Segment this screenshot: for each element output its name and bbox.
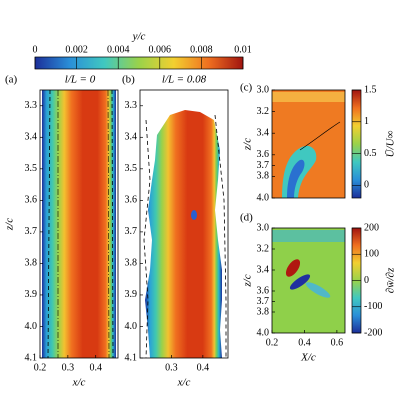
colorbar-label: y/c xyxy=(132,31,146,43)
y-tick-label: 3.5 xyxy=(125,163,138,174)
y-tick-label: 4.0 xyxy=(25,321,38,332)
y-tick-label: 3.7 xyxy=(257,160,270,171)
colorbar-tick-label: 0 xyxy=(364,275,369,286)
y-tick-label: 3.0 xyxy=(257,222,270,233)
colorbar-tick-label: 0 xyxy=(33,44,38,55)
colorbar xyxy=(351,89,362,199)
y-tick-label: 4.0 xyxy=(257,327,270,338)
colorbar-tick-label: 0.002 xyxy=(65,44,88,55)
y-tick-label: 3.2 xyxy=(257,243,270,254)
y-tick-label: 3.4 xyxy=(257,127,270,138)
colorbar-tick-label: -200 xyxy=(364,327,382,338)
y-axis-label: z/c xyxy=(242,138,254,151)
panel-title: l/L = 0 xyxy=(65,74,96,86)
colorbar-tick-label: 0.01 xyxy=(234,44,252,55)
y-tick-label: 3.4 xyxy=(257,264,270,275)
panel-label: (c) xyxy=(240,82,253,94)
x-tick-label: 0.4 xyxy=(89,362,102,373)
plot-frame xyxy=(271,227,346,334)
colorbar-tick-label: 0.008 xyxy=(190,44,213,55)
x-tick-label: 0.4 xyxy=(197,362,210,373)
y-tick-label: 4.1 xyxy=(125,352,138,363)
plot-frame xyxy=(271,89,346,199)
colorbar-tick-label: -100 xyxy=(364,301,382,312)
colorbar-label: Ū/U∞ xyxy=(385,130,397,157)
x-tick-label: 0.6 xyxy=(331,337,344,348)
x-tick-label: 0.4 xyxy=(298,337,311,348)
x-axis-label: x/c xyxy=(177,377,191,389)
y-tick-label: 3.9 xyxy=(25,289,38,300)
x-tick-label: 0.3 xyxy=(62,362,75,373)
colorbar-tick-label: 1.5 xyxy=(364,84,377,95)
panel-label: (a) xyxy=(5,74,18,86)
colorbar-tick-label: 200 xyxy=(364,222,379,233)
colorbar-tick-label: 0 xyxy=(364,180,369,191)
x-tick-label: 0.2 xyxy=(34,362,47,373)
x-tick-label: 0.3 xyxy=(165,362,178,373)
y-tick-label: 3.5 xyxy=(25,163,38,174)
panel-label: (d) xyxy=(240,212,253,224)
y-tick-label: 3.6 xyxy=(25,195,38,206)
y-tick-label: 3.8 xyxy=(257,306,270,317)
plot-frame xyxy=(139,89,229,359)
x-tick-label: 0.2 xyxy=(266,337,279,348)
heatmap-b xyxy=(143,110,227,359)
y-tick-label: 3.8 xyxy=(125,258,138,269)
y-axis-label: z/c xyxy=(242,274,254,287)
plot-frame xyxy=(39,89,119,359)
panel-label: (b) xyxy=(122,74,135,86)
y-tick-label: 3.0 xyxy=(257,84,270,95)
y-tick-label: 3.2 xyxy=(257,106,270,117)
colorbar-tick-label: 0.006 xyxy=(149,44,172,55)
y-tick-label: 3.6 xyxy=(257,149,270,160)
y-tick-label: 3.3 xyxy=(25,100,38,111)
heatmap-a xyxy=(42,89,116,359)
y-tick-label: 3.9 xyxy=(125,289,138,300)
y-tick-label: 3.4 xyxy=(25,132,38,143)
x-axis-label: x/c xyxy=(72,377,86,389)
y-axis-label: z/c xyxy=(4,218,16,231)
colorbar-label: ∂w̄/∂z xyxy=(385,267,397,293)
y-tick-label: 4.0 xyxy=(257,192,270,203)
panel-title: l/L = 0.08 xyxy=(162,74,207,86)
colorbar-tick-label: 0.004 xyxy=(107,44,130,55)
y-tick-label: 3.7 xyxy=(125,226,138,237)
colorbar-tick-label: 0.5 xyxy=(364,148,377,159)
y-tick-label: 3.6 xyxy=(257,285,270,296)
colorbar xyxy=(34,56,244,70)
y-tick-label: 3.7 xyxy=(25,226,38,237)
colorbar-tick-label: 1 xyxy=(364,116,369,127)
y-tick-label: 3.7 xyxy=(257,296,270,307)
y-tick-label: 4.1 xyxy=(25,352,38,363)
y-tick-label: 3.8 xyxy=(257,171,270,182)
y-tick-label: 3.8 xyxy=(25,258,38,269)
y-tick-label: 3.3 xyxy=(125,100,138,111)
y-tick-label: 4.0 xyxy=(125,321,138,332)
y-tick-label: 3.6 xyxy=(125,195,138,206)
colorbar-tick-label: 100 xyxy=(364,249,379,260)
heatmap-c xyxy=(272,90,345,198)
heatmap-d xyxy=(272,228,345,333)
y-tick-label: 3.4 xyxy=(125,132,138,143)
x-axis-label: X/c xyxy=(300,352,316,364)
